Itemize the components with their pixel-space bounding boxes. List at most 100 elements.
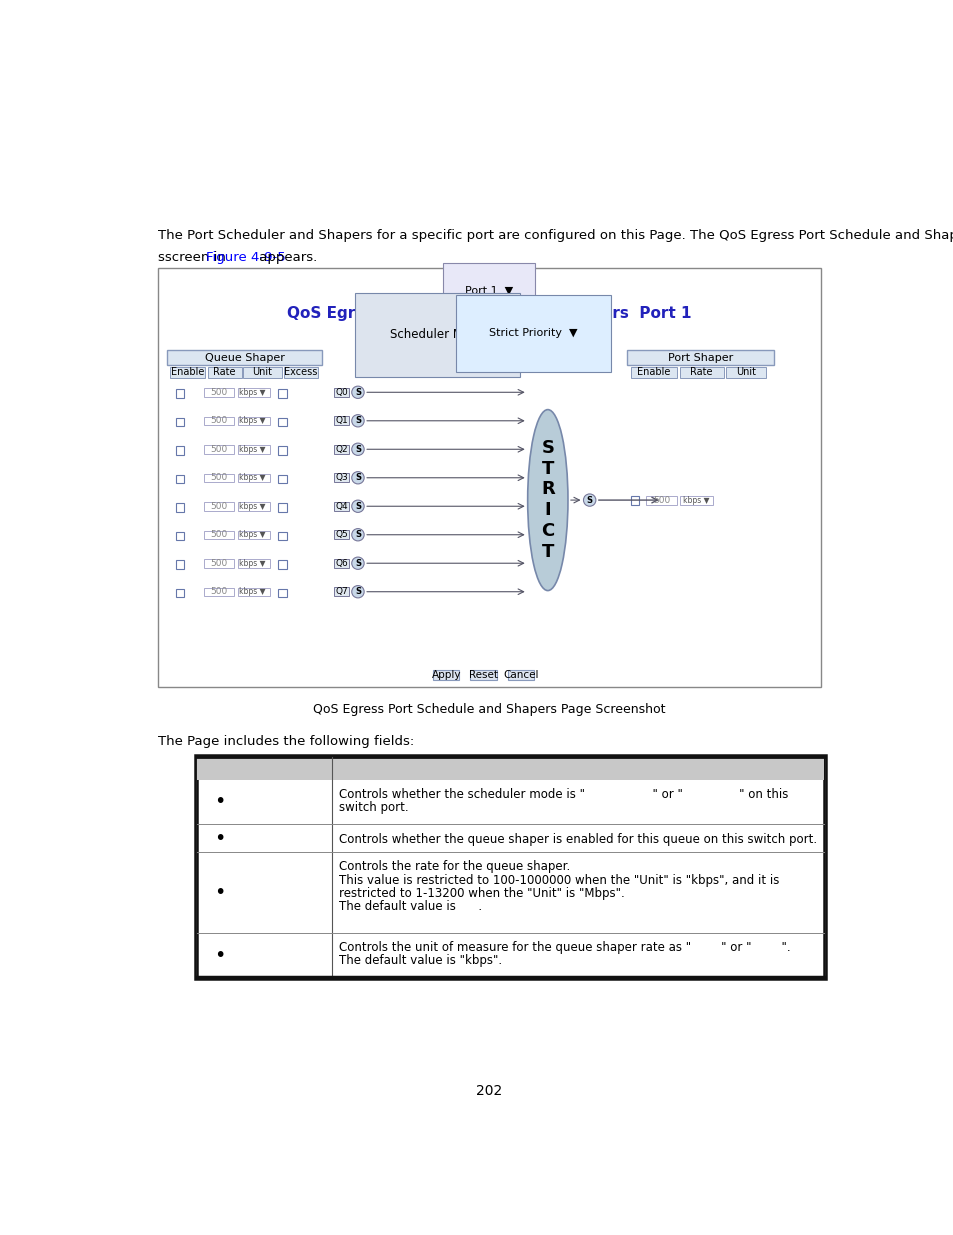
Text: QoS Egress Port Schedule and Shapers Page Screenshot: QoS Egress Port Schedule and Shapers Pag… xyxy=(313,703,664,715)
FancyBboxPatch shape xyxy=(630,367,677,378)
Text: sscreen in: sscreen in xyxy=(158,251,230,263)
Text: appears.: appears. xyxy=(254,251,316,263)
FancyBboxPatch shape xyxy=(278,474,286,483)
Circle shape xyxy=(352,557,364,569)
FancyBboxPatch shape xyxy=(204,389,233,396)
Circle shape xyxy=(352,387,364,399)
Text: Enable: Enable xyxy=(637,367,670,377)
Text: QoS Egress Port Scheduler and Shapers  Port 1: QoS Egress Port Scheduler and Shapers Po… xyxy=(286,306,691,321)
FancyBboxPatch shape xyxy=(175,561,184,568)
Text: Q5: Q5 xyxy=(335,530,348,540)
FancyBboxPatch shape xyxy=(170,367,205,378)
Circle shape xyxy=(583,494,596,506)
FancyBboxPatch shape xyxy=(237,417,270,425)
Text: Controls whether the queue shaper is enabled for this queue on this switch port.: Controls whether the queue shaper is ena… xyxy=(338,832,816,846)
FancyBboxPatch shape xyxy=(175,389,184,398)
Text: S: S xyxy=(540,438,554,457)
Text: The default value is "kbps".: The default value is "kbps". xyxy=(338,955,501,967)
Text: The Page includes the following fields:: The Page includes the following fields: xyxy=(158,735,414,748)
FancyBboxPatch shape xyxy=(334,558,349,568)
Text: S: S xyxy=(355,501,360,511)
FancyBboxPatch shape xyxy=(334,416,349,425)
Text: S: S xyxy=(355,445,360,453)
FancyBboxPatch shape xyxy=(175,474,184,483)
FancyBboxPatch shape xyxy=(278,589,286,597)
Text: kbps ▼: kbps ▼ xyxy=(238,445,265,453)
FancyBboxPatch shape xyxy=(334,501,349,511)
Text: S: S xyxy=(355,388,360,396)
FancyBboxPatch shape xyxy=(237,531,270,540)
FancyBboxPatch shape xyxy=(237,474,270,483)
Text: •: • xyxy=(214,883,226,902)
FancyBboxPatch shape xyxy=(204,588,233,597)
Text: Apply: Apply xyxy=(431,669,460,680)
Text: Cancel: Cancel xyxy=(502,669,537,680)
Text: S: S xyxy=(355,530,360,540)
Text: Excess: Excess xyxy=(284,367,317,377)
Ellipse shape xyxy=(527,410,567,590)
Text: I: I xyxy=(544,501,551,519)
FancyBboxPatch shape xyxy=(204,531,233,540)
Text: Controls the unit of measure for the queue shaper rate as "        " or "       : Controls the unit of measure for the que… xyxy=(338,941,789,955)
Text: 500: 500 xyxy=(653,495,670,505)
Text: 500: 500 xyxy=(211,530,228,540)
Text: kbps ▼: kbps ▼ xyxy=(238,530,265,540)
Text: S: S xyxy=(586,495,592,505)
FancyBboxPatch shape xyxy=(237,446,270,454)
Text: switch port.: switch port. xyxy=(338,802,408,814)
Text: Q6: Q6 xyxy=(335,558,348,568)
FancyBboxPatch shape xyxy=(433,671,459,680)
Text: Rate: Rate xyxy=(213,367,235,377)
Text: C: C xyxy=(540,522,554,540)
Text: The default value is      .: The default value is . xyxy=(338,900,481,913)
FancyBboxPatch shape xyxy=(167,350,322,366)
FancyBboxPatch shape xyxy=(679,367,723,378)
FancyBboxPatch shape xyxy=(204,503,233,511)
FancyBboxPatch shape xyxy=(334,587,349,597)
FancyBboxPatch shape xyxy=(196,757,823,779)
Text: kbps ▼: kbps ▼ xyxy=(238,587,265,597)
FancyBboxPatch shape xyxy=(278,531,286,540)
Text: 202: 202 xyxy=(476,1084,501,1098)
FancyBboxPatch shape xyxy=(208,367,241,378)
FancyBboxPatch shape xyxy=(334,473,349,483)
FancyBboxPatch shape xyxy=(204,446,233,454)
Text: S: S xyxy=(355,416,360,425)
Text: Q4: Q4 xyxy=(335,501,348,511)
FancyBboxPatch shape xyxy=(158,268,820,687)
Text: restricted to 1-13200 when the "Unit" is "Mbps".: restricted to 1-13200 when the "Unit" is… xyxy=(338,887,623,899)
FancyBboxPatch shape xyxy=(175,531,184,540)
FancyBboxPatch shape xyxy=(626,350,773,366)
FancyBboxPatch shape xyxy=(470,671,497,680)
Text: 500: 500 xyxy=(211,501,228,511)
FancyBboxPatch shape xyxy=(278,561,286,568)
FancyBboxPatch shape xyxy=(507,671,534,680)
Text: kbps ▼: kbps ▼ xyxy=(238,416,265,425)
Text: Q1: Q1 xyxy=(335,416,348,425)
FancyBboxPatch shape xyxy=(284,367,317,378)
FancyBboxPatch shape xyxy=(175,417,184,426)
Text: S: S xyxy=(355,558,360,568)
Text: Q7: Q7 xyxy=(335,587,348,597)
Circle shape xyxy=(352,500,364,513)
FancyBboxPatch shape xyxy=(278,389,286,398)
Text: S: S xyxy=(355,587,360,597)
FancyBboxPatch shape xyxy=(278,417,286,426)
Text: S: S xyxy=(355,473,360,482)
Text: Port 1  ▼: Port 1 ▼ xyxy=(464,285,513,295)
Text: •: • xyxy=(214,793,226,811)
Text: Unit: Unit xyxy=(736,367,756,377)
FancyBboxPatch shape xyxy=(679,496,712,505)
FancyBboxPatch shape xyxy=(725,367,765,378)
Circle shape xyxy=(352,529,364,541)
Circle shape xyxy=(352,415,364,427)
FancyBboxPatch shape xyxy=(237,559,270,568)
FancyBboxPatch shape xyxy=(175,589,184,597)
FancyBboxPatch shape xyxy=(278,503,286,511)
Text: T: T xyxy=(541,459,554,478)
Circle shape xyxy=(352,443,364,456)
Text: 500: 500 xyxy=(211,445,228,453)
FancyBboxPatch shape xyxy=(334,530,349,540)
Circle shape xyxy=(352,472,364,484)
FancyBboxPatch shape xyxy=(237,588,270,597)
